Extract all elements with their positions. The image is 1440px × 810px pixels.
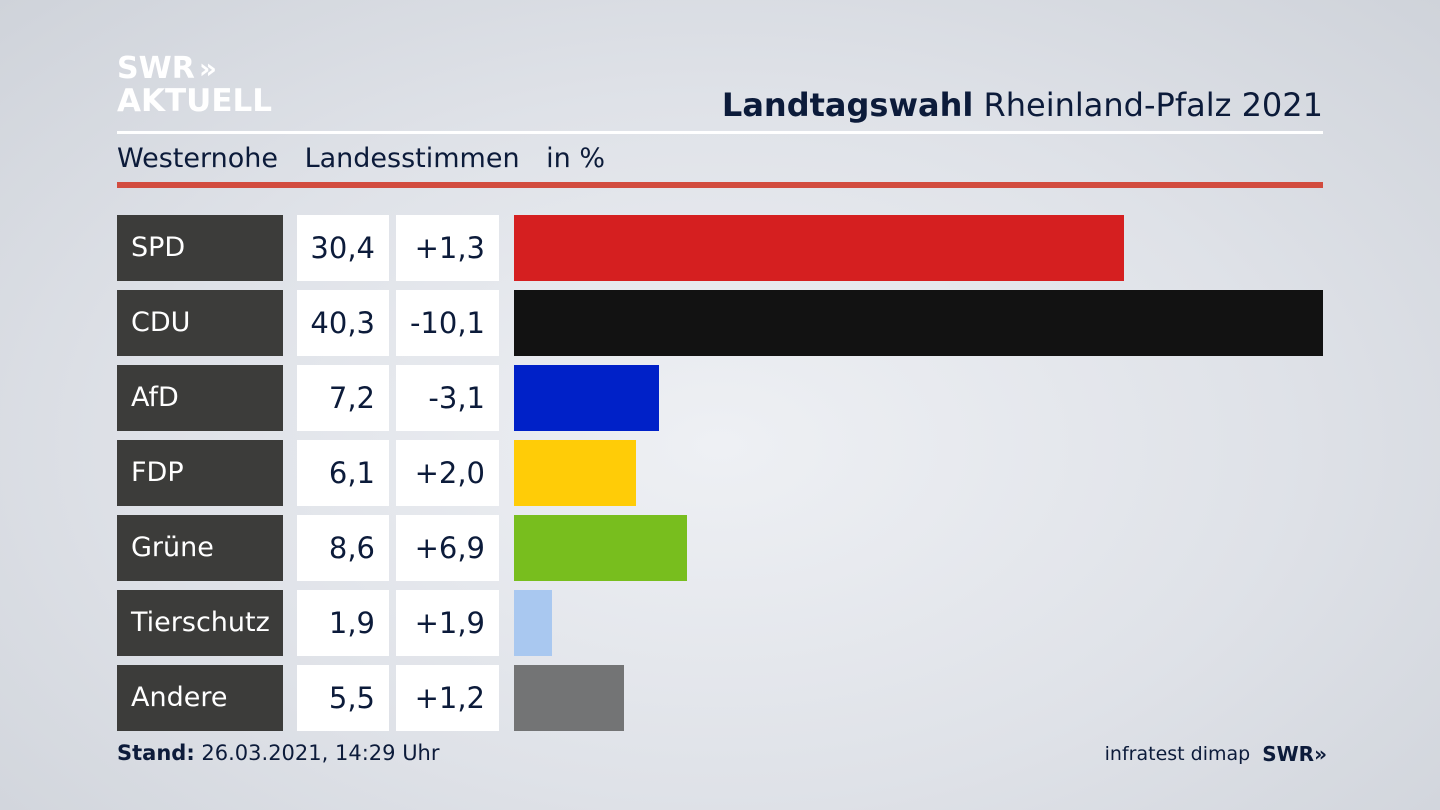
vote-share-value: 8,6 bbox=[297, 515, 389, 581]
party-label: Andere bbox=[117, 665, 283, 731]
subheader: Westernohe Landesstimmen in % bbox=[117, 143, 623, 174]
logo-swr-text: SWR bbox=[117, 51, 195, 86]
footer-swr-text: SWR bbox=[1262, 742, 1315, 766]
vote-share-value: 5,5 bbox=[297, 665, 389, 731]
swr-aktuell-logo: SWR» AKTUELL bbox=[117, 54, 272, 117]
timestamp: Stand: 26.03.2021, 14:29 Uhr bbox=[117, 741, 440, 765]
result-row: Andere 5,5 +1,2 bbox=[117, 665, 1323, 731]
result-row: Grüne 8,6 +6,9 bbox=[117, 515, 1323, 581]
unit-label: in % bbox=[546, 143, 606, 174]
result-row: FDP 6,1 +2,0 bbox=[117, 440, 1323, 506]
title-bold: Landtagswahl bbox=[721, 86, 974, 124]
vote-change-value: -10,1 bbox=[396, 290, 499, 356]
header-divider bbox=[117, 131, 1323, 134]
metric-label: Landesstimmen bbox=[304, 143, 520, 174]
vote-share-value: 40,3 bbox=[297, 290, 389, 356]
vote-change-value: -3,1 bbox=[396, 365, 499, 431]
vote-share-value: 30,4 bbox=[297, 215, 389, 281]
result-row: AfD 7,2 -3,1 bbox=[117, 365, 1323, 431]
party-label: SPD bbox=[117, 215, 283, 281]
swr-footer-logo: SWR» bbox=[1262, 742, 1327, 766]
source-credit: infratest dimap SWR» bbox=[1104, 742, 1327, 766]
result-row: Tierschutz 1,9 +1,9 bbox=[117, 590, 1323, 656]
vote-change-value: +1,9 bbox=[396, 590, 499, 656]
party-label: FDP bbox=[117, 440, 283, 506]
result-row: SPD 30,4 +1,3 bbox=[117, 215, 1323, 281]
vote-change-value: +6,9 bbox=[396, 515, 499, 581]
vote-change-value: +2,0 bbox=[396, 440, 499, 506]
party-label: Grüne bbox=[117, 515, 283, 581]
accent-rule bbox=[117, 182, 1323, 188]
page-title: Landtagswahl Rheinland-Pfalz 2021 bbox=[722, 86, 1323, 124]
vote-share-value: 6,1 bbox=[297, 440, 389, 506]
stand-label: Stand: bbox=[117, 741, 195, 765]
result-bar bbox=[514, 215, 1124, 281]
vote-share-value: 1,9 bbox=[297, 590, 389, 656]
source-label: infratest dimap bbox=[1104, 743, 1251, 765]
party-label: CDU bbox=[117, 290, 283, 356]
result-row: CDU 40,3 -10,1 bbox=[117, 290, 1323, 356]
result-bar bbox=[514, 665, 624, 731]
location-label: Westernohe bbox=[117, 143, 278, 174]
stand-value: 26.03.2021, 14:29 Uhr bbox=[201, 741, 440, 765]
result-bar bbox=[514, 440, 636, 506]
logo-chevron-icon: » bbox=[198, 52, 217, 85]
title-rest: Rheinland-Pfalz 2021 bbox=[983, 86, 1323, 124]
result-bar bbox=[514, 515, 687, 581]
party-label: Tierschutz bbox=[117, 590, 283, 656]
vote-change-value: +1,3 bbox=[396, 215, 499, 281]
result-bar bbox=[514, 290, 1323, 356]
vote-change-value: +1,2 bbox=[396, 665, 499, 731]
party-label: AfD bbox=[117, 365, 283, 431]
result-bar bbox=[514, 590, 552, 656]
footer-chevron-icon: » bbox=[1314, 742, 1327, 766]
result-bar bbox=[514, 365, 659, 431]
logo-aktuell-text: AKTUELL bbox=[117, 83, 273, 119]
vote-share-value: 7,2 bbox=[297, 365, 389, 431]
